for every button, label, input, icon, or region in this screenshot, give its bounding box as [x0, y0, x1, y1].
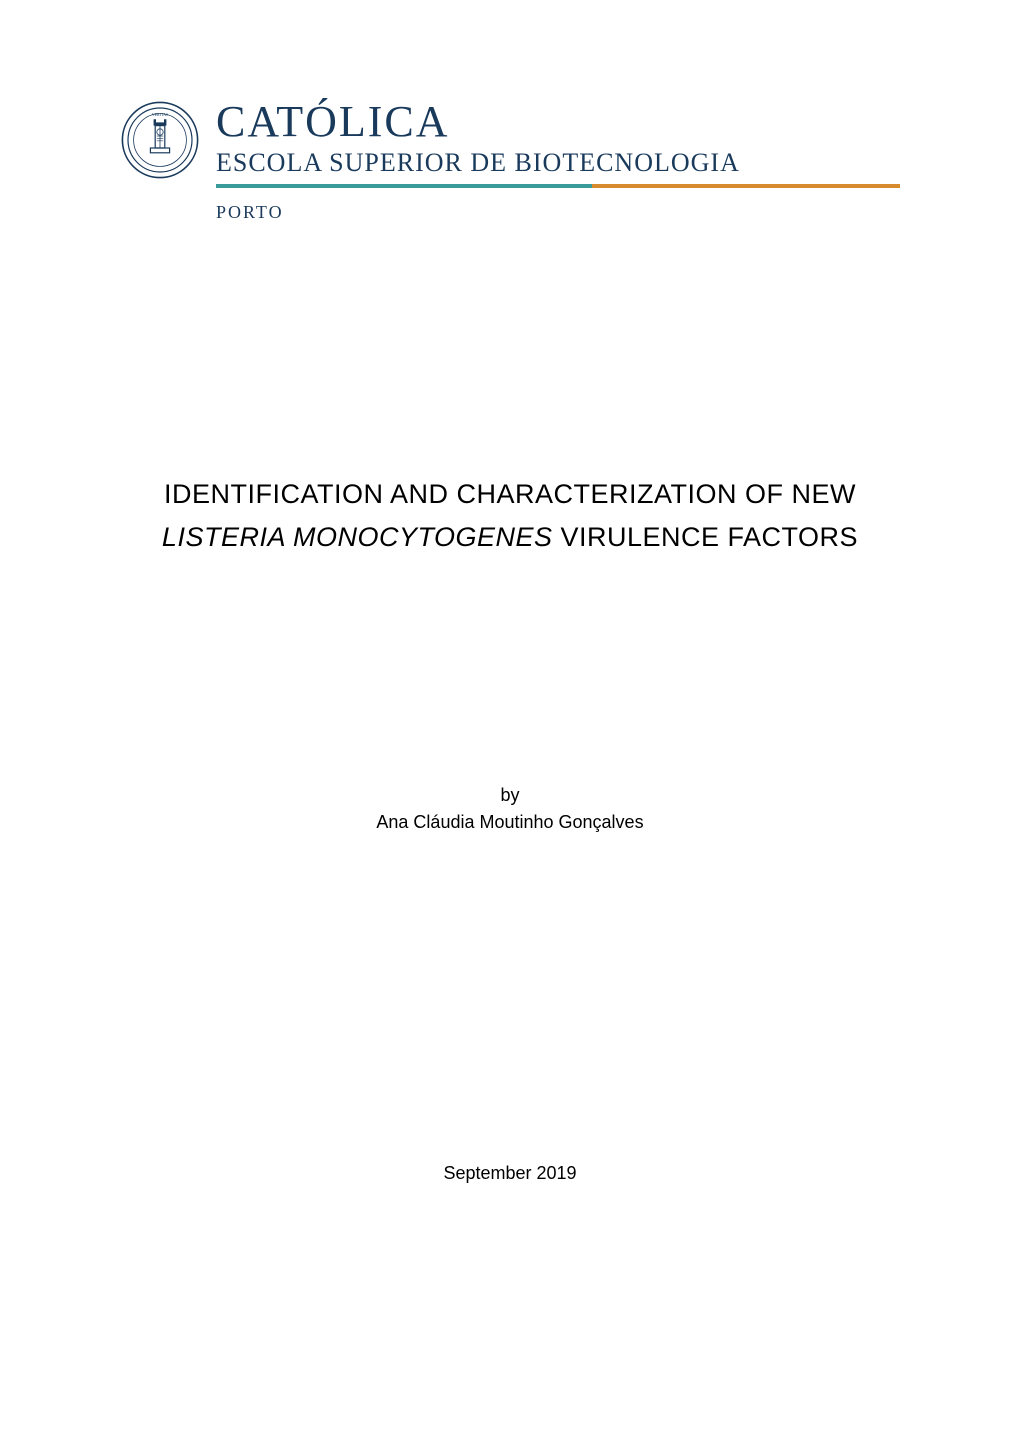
- logo-divider: [216, 184, 900, 188]
- author-block: by Ana Cláudia Moutinho Gonçalves: [120, 779, 900, 832]
- title-line-1: IDENTIFICATION AND CHARACTERIZATION OF N…: [120, 473, 900, 516]
- title-species-name: LISTERIA MONOCYTOGENES: [162, 522, 553, 552]
- university-seal-icon: VERITAS: [120, 100, 200, 180]
- logo-top-row: VERITAS CATÓLICA ESCOLA SUPERIOR DE BIOT…: [120, 100, 900, 188]
- seal-svg: VERITAS: [120, 100, 200, 180]
- institution-name: CATÓLICA: [216, 100, 900, 144]
- author-name: Ana Cláudia Moutinho Gonçalves: [120, 812, 900, 833]
- page-container: VERITAS CATÓLICA ESCOLA SUPERIOR DE BIOT…: [0, 0, 1020, 1442]
- institution-logo-block: VERITAS CATÓLICA ESCOLA SUPERIOR DE BIOT…: [120, 100, 900, 223]
- svg-text:VERITAS: VERITAS: [152, 112, 169, 117]
- document-title: IDENTIFICATION AND CHARACTERIZATION OF N…: [120, 473, 900, 559]
- divider-teal-segment: [216, 184, 592, 188]
- by-label: by: [120, 779, 900, 811]
- logo-text-column: CATÓLICA ESCOLA SUPERIOR DE BIOTECNOLOGI…: [216, 100, 900, 188]
- title-line-2: LISTERIA MONOCYTOGENES VIRULENCE FACTORS: [120, 516, 900, 559]
- date-block: September 2019: [120, 1163, 900, 1184]
- date-text: September 2019: [120, 1163, 900, 1184]
- title-line-2-rest: VIRULENCE FACTORS: [553, 522, 859, 552]
- school-name: ESCOLA SUPERIOR DE BIOTECNOLOGIA: [216, 148, 900, 178]
- divider-orange-segment: [592, 184, 900, 188]
- city-label: PORTO: [216, 202, 900, 223]
